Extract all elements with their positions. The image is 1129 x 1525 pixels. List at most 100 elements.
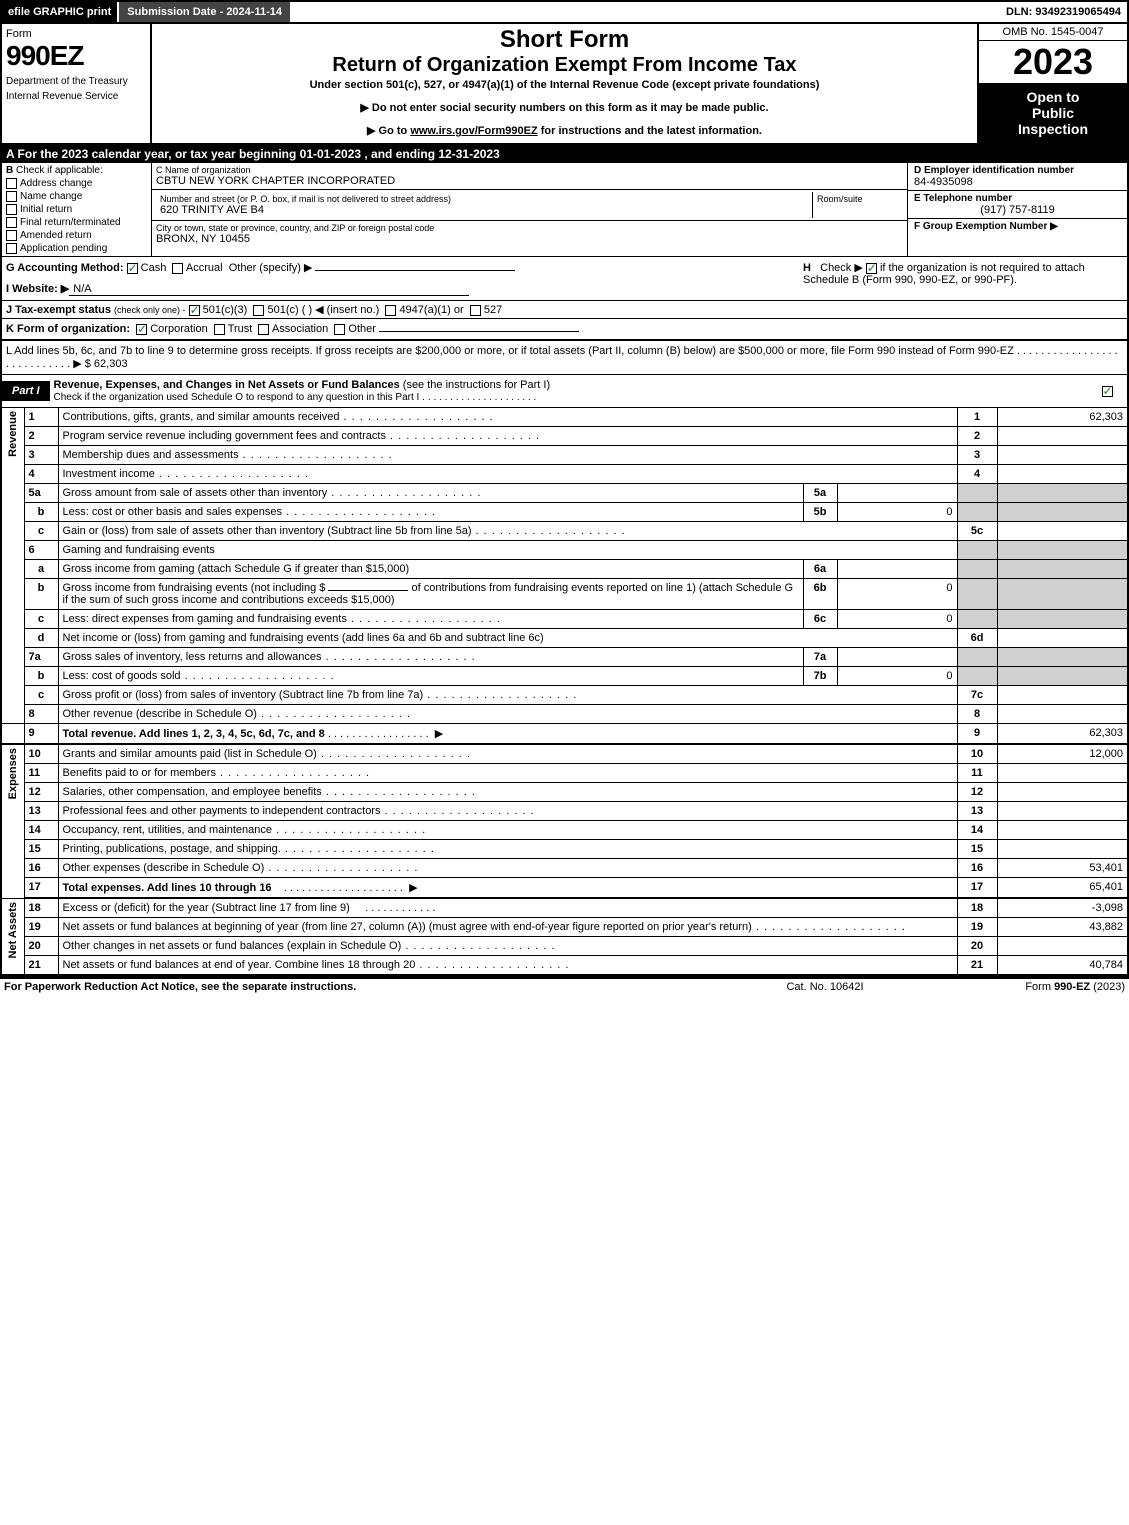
phone-row: E Telephone number (917) 757-8119 [908, 191, 1127, 219]
other-specify-input[interactable] [315, 270, 515, 271]
street-label: Number and street (or P. O. box, if mail… [160, 194, 808, 204]
cb-corporation[interactable] [136, 324, 147, 335]
ein-row: D Employer identification number 84-4935… [908, 163, 1127, 191]
line-18: Net Assets 18 Excess or (deficit) for th… [2, 898, 1127, 918]
irs-link[interactable]: www.irs.gov/Form990EZ [410, 125, 537, 137]
cb-4947[interactable] [385, 305, 396, 316]
line-3: 3 Membership dues and assessments 3 [2, 446, 1127, 465]
j-note: (check only one) - [114, 305, 186, 315]
under-section: Under section 501(c), 527, or 4947(a)(1)… [156, 79, 973, 91]
line-8: 8 Other revenue (describe in Schedule O)… [2, 705, 1127, 724]
part-1-title: Revenue, Expenses, and Changes in Net As… [50, 375, 1087, 407]
short-form-title: Short Form [156, 26, 973, 54]
top-bar: efile GRAPHIC print Submission Date - 20… [0, 0, 1129, 24]
line-11: 11 Benefits paid to or for members 11 [2, 764, 1127, 783]
cb-accrual[interactable] [172, 263, 183, 274]
amt-18: -3,098 [997, 898, 1127, 918]
line-15: 15 Printing, publications, postage, and … [2, 840, 1127, 859]
line-14: 14 Occupancy, rent, utilities, and maint… [2, 821, 1127, 840]
cb-application-pending[interactable]: Application pending [6, 243, 147, 254]
cb-527[interactable] [470, 305, 481, 316]
form-label-small: Form [6, 28, 146, 40]
ein-value: 84-4935098 [914, 176, 1121, 188]
dept-irs: Internal Revenue Service [6, 91, 146, 102]
row-g-h: G Accounting Method: Cash Accrual Other … [2, 257, 1127, 301]
revenue-label: Revenue [2, 408, 24, 724]
line-20: 20 Other changes in net assets or fund b… [2, 937, 1127, 956]
cb-cash[interactable] [127, 263, 138, 274]
cb-amended-return[interactable]: Amended return [6, 230, 147, 241]
cb-501c[interactable] [253, 305, 264, 316]
street-row: Number and street (or P. O. box, if mail… [152, 190, 907, 221]
city-row: City or town, state or province, country… [152, 221, 907, 247]
goto-link-line: ▶ Go to www.irs.gov/Form990EZ for instru… [156, 124, 973, 137]
city-value: BRONX, NY 10455 [156, 233, 903, 245]
group-exemption-label: F Group Exemption Number ▶ [914, 221, 1121, 232]
org-name-label: C Name of organization [156, 165, 903, 175]
amt-16: 53,401 [997, 859, 1127, 878]
cb-h-check[interactable] [866, 263, 877, 274]
part-1-checkbox[interactable] [1087, 385, 1127, 397]
fundraising-amount-input[interactable] [328, 590, 408, 591]
header-left: Form 990EZ Department of the Treasury In… [2, 24, 152, 143]
k-label: K Form of organization: [6, 323, 130, 335]
line-4: 4 Investment income 4 [2, 465, 1127, 484]
goto-post: for instructions and the latest informat… [538, 125, 762, 137]
line-6c: c Less: direct expenses from gaming and … [2, 610, 1127, 629]
cb-trust[interactable] [214, 324, 225, 335]
i-label: I Website: ▶ [6, 283, 69, 295]
city-label: City or town, state or province, country… [156, 223, 903, 233]
goto-pre: ▶ Go to [367, 125, 410, 137]
cb-other-org[interactable] [334, 324, 345, 335]
check-if-applicable: Check if applicable: [16, 165, 103, 176]
amt-9: 62,303 [997, 724, 1127, 745]
line-5b: b Less: cost or other basis and sales ex… [2, 503, 1127, 522]
line-17: 17 Total expenses. Add lines 10 through … [2, 878, 1127, 899]
line-12: 12 Salaries, other compensation, and emp… [2, 783, 1127, 802]
room-label: Room/suite [817, 194, 899, 204]
cb-initial-return[interactable]: Initial return [6, 204, 147, 215]
form-number: 990EZ [6, 40, 146, 72]
footer-mid: Cat. No. 10642I [725, 981, 925, 993]
cb-association[interactable] [258, 324, 269, 335]
header-center: Short Form Return of Organization Exempt… [152, 24, 977, 143]
line-6: 6 Gaming and fundraising events [2, 541, 1127, 560]
header-right: OMB No. 1545-0047 2023 Open to Public In… [977, 24, 1127, 143]
footer-right: Form 990-EZ (2023) [925, 981, 1125, 993]
tax-year: 2023 [979, 41, 1127, 83]
org-name: CBTU NEW YORK CHAPTER INCORPORATED [156, 175, 903, 187]
part-1-label: Part I [2, 381, 50, 401]
row-l: L Add lines 5b, 6c, and 7b to line 9 to … [2, 341, 1127, 375]
section-b: B Check if applicable: Address change Na… [2, 163, 152, 256]
line-13: 13 Professional fees and other payments … [2, 802, 1127, 821]
footer-left: For Paperwork Reduction Act Notice, see … [4, 981, 725, 993]
line-6b: b Gross income from fundraising events (… [2, 579, 1127, 610]
form-body: Form 990EZ Department of the Treasury In… [0, 24, 1129, 977]
line-2: 2 Program service revenue including gove… [2, 427, 1127, 446]
line-9: 9 Total revenue. Add lines 1, 2, 3, 4, 5… [2, 724, 1127, 745]
row-j: J Tax-exempt status (check only one) - 5… [2, 301, 1127, 319]
section-b-to-f: B Check if applicable: Address change Na… [2, 163, 1127, 257]
insp-2: Public [981, 105, 1125, 121]
netassets-label: Net Assets [2, 898, 24, 975]
ein-label: D Employer identification number [914, 165, 1121, 176]
row-h: H Check ▶ if the organization is not req… [803, 261, 1123, 286]
insp-3: Inspection [981, 121, 1125, 137]
other-org-input[interactable] [379, 331, 579, 332]
form-header: Form 990EZ Department of the Treasury In… [2, 24, 1127, 145]
group-exemption-row: F Group Exemption Number ▶ [908, 219, 1127, 234]
expenses-label: Expenses [2, 744, 24, 898]
cb-501c3[interactable] [189, 305, 200, 316]
efile-label[interactable]: efile GRAPHIC print [2, 2, 117, 22]
line-5c: c Gain or (loss) from sale of assets oth… [2, 522, 1127, 541]
section-b-label: B [6, 165, 13, 176]
line-7c: c Gross profit or (loss) from sales of i… [2, 686, 1127, 705]
amt-1: 62,303 [997, 408, 1127, 427]
cb-final-return[interactable]: Final return/terminated [6, 217, 147, 228]
line-10: Expenses 10 Grants and similar amounts p… [2, 744, 1127, 764]
line-19: 19 Net assets or fund balances at beginn… [2, 918, 1127, 937]
line-21: 21 Net assets or fund balances at end of… [2, 956, 1127, 975]
row-k: K Form of organization: Corporation Trus… [2, 319, 1127, 341]
cb-address-change[interactable]: Address change [6, 178, 147, 189]
cb-name-change[interactable]: Name change [6, 191, 147, 202]
